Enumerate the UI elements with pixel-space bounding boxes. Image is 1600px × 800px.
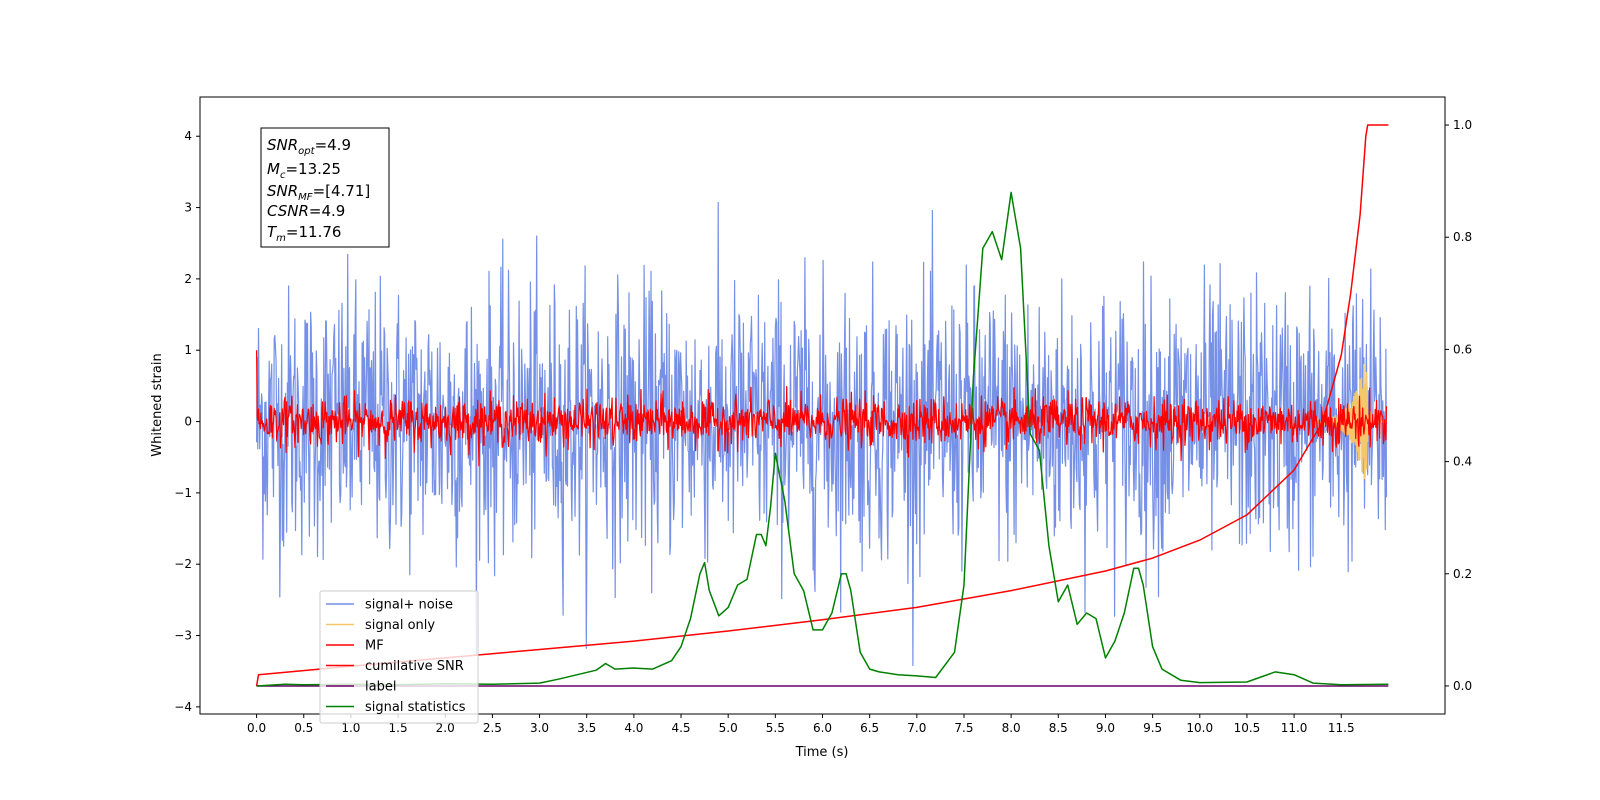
legend-label: cumilative SNR <box>365 659 464 674</box>
x-tick-label: 0.5 <box>294 721 313 735</box>
y-right-tick-label: 0.6 <box>1453 342 1472 356</box>
y-left-tick-label: 0 <box>184 415 192 429</box>
x-tick-label: 11.5 <box>1328 721 1355 735</box>
x-tick-label: 2.5 <box>483 721 502 735</box>
legend-frame <box>319 590 479 724</box>
y-left-tick-label: 1 <box>184 343 192 357</box>
x-tick-label: 6.0 <box>813 721 832 735</box>
y-axis-label: Whitened strain <box>150 353 165 456</box>
y-left-tick-label: 4 <box>184 129 192 143</box>
series-line-signal-statistics <box>256 191 1389 687</box>
legend-label: label <box>365 680 396 695</box>
y-right-tick-label: 0.8 <box>1453 230 1472 244</box>
legend-label: signal+ noise <box>365 598 453 613</box>
x-axis-label: Time (s) <box>795 745 849 760</box>
annotation-mc: Mc=13.25 <box>267 160 341 181</box>
x-tick-label: 6.5 <box>860 721 879 735</box>
right-y-axis: 1.0 0.8 0.6 0.4 0.2 0.0 <box>1445 118 1472 693</box>
x-tick-label: 8.0 <box>1002 721 1021 735</box>
x-tick-label: 9.5 <box>1143 721 1162 735</box>
series-line-cumilative-snr <box>255 124 1389 687</box>
x-tick-label: 11.0 <box>1281 721 1308 735</box>
y-left-tick-label: 2 <box>184 272 192 286</box>
x-tick-label: 1.5 <box>389 721 408 735</box>
x-tick-label: 5.0 <box>719 721 738 735</box>
y-left-tick-label: −3 <box>174 629 192 643</box>
annotation-csnr: CSNR=4.9 <box>267 202 345 220</box>
y-right-tick-label: 1.0 <box>1453 118 1472 132</box>
x-tick-label: 4.0 <box>624 721 643 735</box>
series-line-mf <box>256 350 1388 467</box>
x-tick-label: 7.0 <box>907 721 926 735</box>
x-tick-label: 5.5 <box>766 721 785 735</box>
legend: signal+ noise signal only MF cumilative SNR… <box>319 590 479 724</box>
x-tick-label: 7.5 <box>954 721 973 735</box>
legend-label: MF <box>365 639 384 654</box>
y-right-tick-label: 0.0 <box>1453 679 1472 693</box>
legend-label: signal statistics <box>365 700 466 715</box>
y-left-tick-label: −4 <box>174 700 192 714</box>
x-axis: 0.0 0.5 1.0 1.5 2.0 2.5 3.0 3.5 4.0 4.5 5.0 5.5 6.0 6… <box>247 714 1355 735</box>
y-left-tick-label: −2 <box>174 557 192 571</box>
x-tick-label: 4.5 <box>671 721 690 735</box>
annotation-snr-opt: SNRopt=4.9 <box>267 136 351 157</box>
y-left-tick-label: −1 <box>174 486 192 500</box>
left-y-axis: 4 3 2 1 0 −1 −2 −3 −4 <box>174 129 200 714</box>
x-tick-label: 10.0 <box>1186 721 1213 735</box>
x-tick-label: 8.5 <box>1049 721 1068 735</box>
y-right-tick-label: 0.2 <box>1453 567 1472 581</box>
x-tick-label: 3.0 <box>530 721 549 735</box>
x-tick-label: 2.0 <box>436 721 455 735</box>
stats-annotation-box: SNRopt=4.9 Mc=13.25 SNRMF=[4.71] CSNR=4.… <box>260 127 390 248</box>
annotation-frame <box>260 127 390 248</box>
x-tick-label: 1.0 <box>341 721 360 735</box>
y-left-tick-label: 3 <box>184 201 192 215</box>
annotation-snr-mf: SNRMF=[4.71] <box>267 182 370 203</box>
x-tick-label: 3.5 <box>577 721 596 735</box>
x-tick-label: 0.0 <box>247 721 266 735</box>
x-tick-label: 10.5 <box>1234 721 1261 735</box>
x-tick-label: 9.0 <box>1096 721 1115 735</box>
annotation-tm: Tm=11.76 <box>267 223 341 244</box>
y-right-tick-label: 0.4 <box>1453 455 1472 469</box>
legend-label: signal only <box>365 618 435 633</box>
